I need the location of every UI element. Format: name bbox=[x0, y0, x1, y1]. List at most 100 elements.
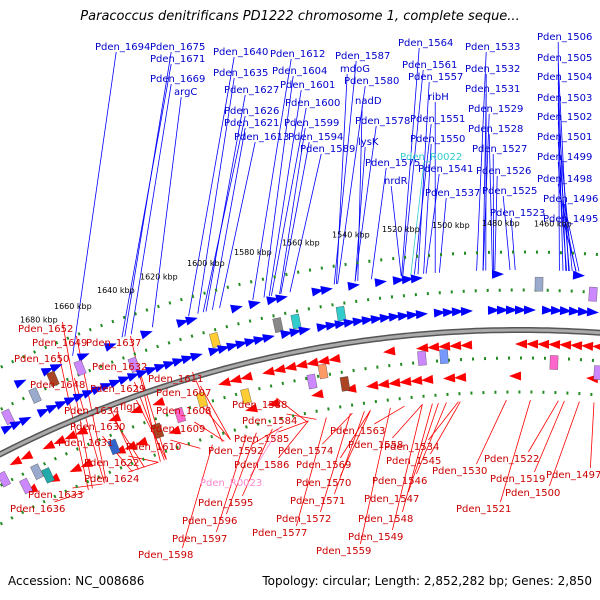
bottom-gene-label[interactable]: Pden_1558 bbox=[348, 440, 403, 451]
bottom-gene-label[interactable]: Pden_1545 bbox=[386, 456, 441, 467]
bottom-gene-label[interactable]: Pden_1597 bbox=[172, 534, 227, 545]
bottom-gene-label[interactable]: Pden_1652 bbox=[18, 324, 73, 335]
bottom-gene-label[interactable]: Pden_1632 bbox=[92, 362, 147, 373]
bottom-gene-label[interactable]: Pden_1570 bbox=[296, 478, 351, 489]
top-gene-label[interactable]: Pden_1495 bbox=[543, 214, 598, 225]
bottom-gene-label[interactable]: Pden_1634 bbox=[64, 406, 119, 417]
bottom-gene-label[interactable]: Pden_1497 bbox=[546, 470, 600, 481]
bottom-gene-label[interactable]: Pden_1530 bbox=[432, 466, 487, 477]
bottom-gene-label[interactable]: Pden_1622 bbox=[84, 458, 139, 469]
bottom-gene-label[interactable]: Pden_1500 bbox=[505, 488, 560, 499]
top-gene-label[interactable]: Pden_1529 bbox=[468, 104, 523, 115]
top-gene-label[interactable]: lysK bbox=[358, 137, 379, 148]
top-gene-label[interactable]: Pden_1578 bbox=[355, 116, 410, 127]
top-gene-label[interactable]: Pden_1575 bbox=[365, 158, 420, 169]
top-gene-label[interactable]: Pden_1551 bbox=[410, 114, 465, 125]
bottom-gene-label[interactable]: Pden_1559 bbox=[316, 546, 371, 557]
top-gene-label[interactable]: mdoG bbox=[340, 64, 370, 75]
top-gene-label[interactable]: Pden_1675 bbox=[150, 42, 205, 53]
top-gene-label[interactable]: Pden_1599 bbox=[284, 118, 339, 129]
bottom-gene-label[interactable]: Pden_1549 bbox=[348, 532, 403, 543]
bottom-gene-label[interactable]: Pden_1584 bbox=[242, 416, 297, 427]
top-gene-label[interactable]: Pden_1502 bbox=[537, 112, 592, 123]
bottom-gene-label[interactable]: Pden_1637 bbox=[86, 338, 141, 349]
bottom-gene-label[interactable]: Pden_1548 bbox=[358, 514, 413, 525]
bottom-gene-label[interactable]: Pden_1534 bbox=[384, 442, 439, 453]
bottom-gene-label[interactable]: Pden_1609 bbox=[150, 424, 205, 435]
top-gene-label[interactable]: Pden_1527 bbox=[472, 144, 527, 155]
top-gene-label[interactable]: Pden_1528 bbox=[468, 124, 523, 135]
bottom-gene-label[interactable]: Pden_1607 bbox=[156, 388, 211, 399]
top-gene-label[interactable]: Pden_1532 bbox=[465, 64, 520, 75]
top-gene-label[interactable]: Pden_1496 bbox=[543, 194, 598, 205]
bottom-gene-label[interactable]: Pden_1610 bbox=[126, 442, 181, 453]
bottom-gene-label[interactable]: Pden_1586 bbox=[234, 460, 289, 471]
bottom-gene-label[interactable]: Pden_1631 bbox=[58, 438, 113, 449]
bottom-gene-label[interactable]: Pden_1630 bbox=[70, 422, 125, 433]
bottom-gene-label[interactable]: Pden_1563 bbox=[330, 426, 385, 437]
top-gene-label[interactable]: Pden_1503 bbox=[537, 93, 592, 104]
top-gene-label[interactable]: Pden_1561 bbox=[402, 60, 457, 71]
top-gene-label[interactable]: Pden_1694 bbox=[95, 42, 150, 53]
bottom-gene-label[interactable]: Pden_1571 bbox=[290, 496, 345, 507]
top-gene-label[interactable]: Pden_1506 bbox=[537, 32, 592, 43]
bottom-gene-label[interactable]: Pden_1569 bbox=[296, 460, 351, 471]
top-gene-label[interactable]: Pden_1640 bbox=[213, 47, 268, 58]
top-gene-label[interactable]: Pden_1504 bbox=[537, 72, 592, 83]
top-gene-label[interactable]: Pden_1594 bbox=[288, 132, 343, 143]
top-gene-label[interactable]: nadD bbox=[355, 96, 382, 107]
top-gene-label[interactable]: ribH bbox=[428, 92, 449, 103]
top-gene-label[interactable]: Pden_1601 bbox=[280, 80, 335, 91]
bottom-gene-label[interactable]: Pden_1595 bbox=[198, 498, 253, 509]
bottom-gene-label[interactable]: Pden_1588 bbox=[232, 400, 287, 411]
bottom-gene-label[interactable]: Pden_1522 bbox=[484, 454, 539, 465]
top-gene-label[interactable]: Pden_1604 bbox=[272, 66, 327, 77]
top-gene-label[interactable]: Pden_1564 bbox=[398, 38, 453, 49]
bottom-gene-label[interactable]: Pden_1629 bbox=[90, 384, 145, 395]
bottom-gene-label[interactable]: Pden_1592 bbox=[208, 446, 263, 457]
top-gene-label[interactable]: Pden_1499 bbox=[537, 152, 592, 163]
top-gene-label[interactable]: Pden_1541 bbox=[418, 164, 473, 175]
top-gene-label[interactable]: Pden_1626 bbox=[224, 106, 279, 117]
bottom-gene-label[interactable]: Pden_1585 bbox=[234, 434, 289, 445]
bottom-gene-label[interactable]: Pden_1574 bbox=[278, 446, 333, 457]
top-gene-label[interactable]: Pden_1671 bbox=[150, 54, 205, 65]
top-gene-label[interactable]: Pden_1537 bbox=[425, 188, 480, 199]
bottom-gene-label[interactable]: Pden_1608 bbox=[156, 406, 211, 417]
top-gene-label[interactable]: Pden_1627 bbox=[224, 85, 279, 96]
top-gene-label[interactable]: Pden_1612 bbox=[270, 49, 325, 60]
bottom-gene-label[interactable]: Pden_1649 bbox=[32, 338, 87, 349]
bottom-gene-label[interactable]: Pden_1521 bbox=[456, 504, 511, 515]
bottom-gene-label[interactable]: Pden_1648 bbox=[30, 380, 85, 391]
top-gene-label[interactable]: Pden_1498 bbox=[537, 174, 592, 185]
bottom-gene-label[interactable]: Pden_1611 bbox=[148, 374, 203, 385]
top-gene-label[interactable]: Pden_1613 bbox=[234, 132, 289, 143]
bottom-gene-label[interactable]: Pden_1546 bbox=[372, 476, 427, 487]
bottom-gene-label[interactable]: Pden_1572 bbox=[276, 514, 331, 525]
top-gene-label[interactable]: Pden_1600 bbox=[285, 98, 340, 109]
top-gene-label[interactable]: Pden_1531 bbox=[465, 84, 520, 95]
top-gene-label[interactable]: Pden_1621 bbox=[224, 118, 279, 129]
bottom-gene-label[interactable]: Pden_1577 bbox=[252, 528, 307, 539]
top-gene-label[interactable]: nrdR bbox=[384, 176, 408, 187]
top-gene-label[interactable]: Pden_1587 bbox=[335, 51, 390, 62]
top-gene-label[interactable]: Pden_1557 bbox=[408, 72, 463, 83]
bottom-gene-label[interactable]: Pden_1636 bbox=[10, 504, 65, 515]
top-gene-label[interactable]: Pden_1523 bbox=[490, 208, 545, 219]
top-gene-label[interactable]: Pden_1533 bbox=[465, 42, 520, 53]
top-gene-label[interactable]: Pden_1505 bbox=[537, 53, 592, 64]
bottom-gene-label[interactable]: Pden_1598 bbox=[138, 550, 193, 561]
bottom-gene-label[interactable]: Pden_1650 bbox=[14, 354, 69, 365]
bottom-gene-label[interactable]: Pden_1633 bbox=[28, 490, 83, 501]
top-gene-label[interactable]: Pden_1635 bbox=[213, 68, 268, 79]
bottom-gene-label[interactable]: Pden_R0023 bbox=[200, 478, 262, 489]
bottom-gene-label[interactable]: flgD bbox=[120, 402, 141, 413]
top-gene-label[interactable]: Pden_R0022 bbox=[400, 152, 462, 163]
bottom-gene-label[interactable]: Pden_1547 bbox=[364, 494, 419, 505]
top-gene-label[interactable]: Pden_1589 bbox=[300, 144, 355, 155]
bottom-gene-label[interactable]: Pden_1624 bbox=[84, 474, 139, 485]
bottom-gene-label[interactable]: Pden_1519 bbox=[490, 474, 545, 485]
top-gene-label[interactable]: Pden_1550 bbox=[410, 134, 465, 145]
bottom-gene-label[interactable]: Pden_1596 bbox=[182, 516, 237, 527]
top-gene-label[interactable]: Pden_1580 bbox=[344, 76, 399, 87]
